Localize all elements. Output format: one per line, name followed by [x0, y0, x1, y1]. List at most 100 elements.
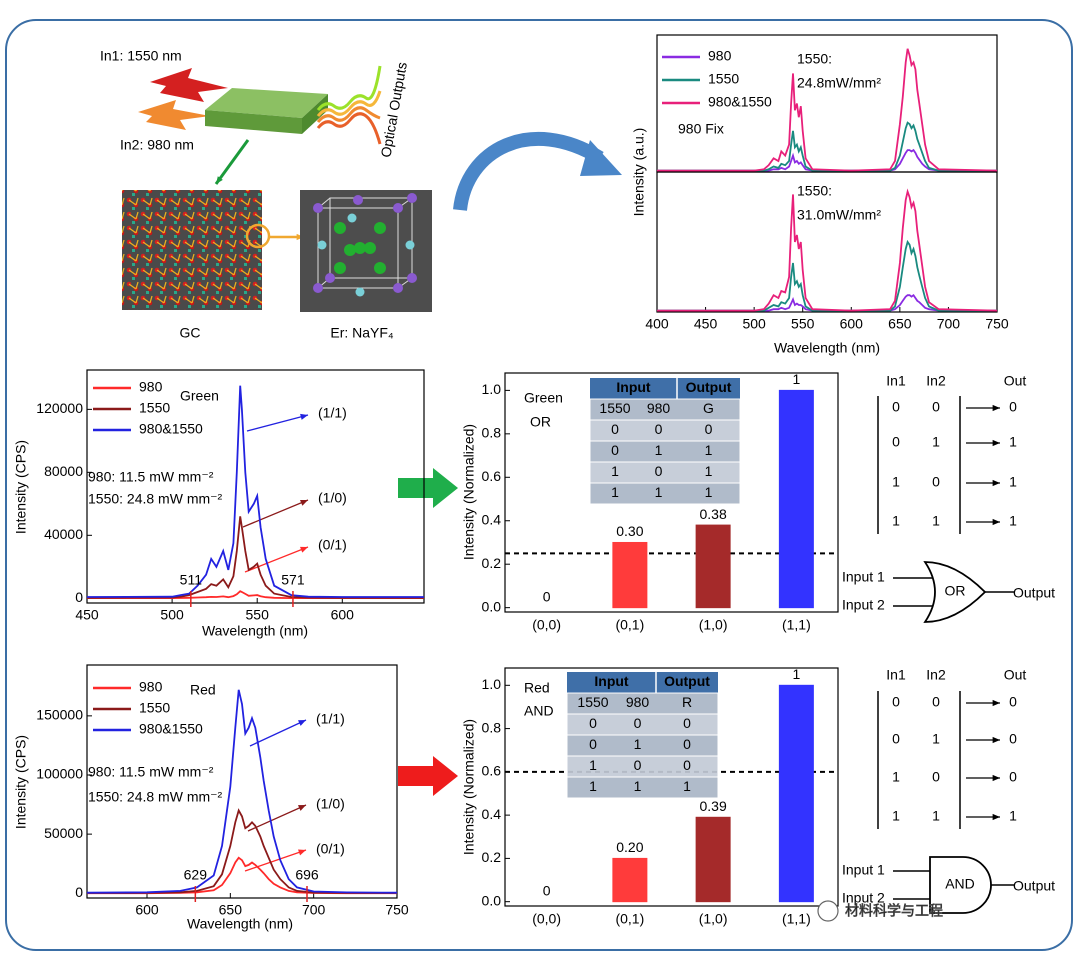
table-cell: 1 [655, 442, 663, 458]
x-tick-label: 700 [302, 902, 326, 918]
input-label: In2: 980 nm [120, 137, 194, 153]
table-cell: R [682, 694, 692, 710]
output-label: Optical Outputs [377, 61, 410, 159]
table-cell: 1 [589, 778, 597, 794]
bar [695, 524, 731, 609]
table-cell: 0 [611, 421, 619, 437]
truth-value: 1 [932, 434, 940, 450]
lightning-bolt [150, 68, 228, 102]
annotation: OR [530, 414, 551, 430]
annotation: (1/0) [316, 796, 345, 812]
table-cell: 1 [705, 463, 713, 479]
atom [347, 213, 357, 223]
arrow-head [992, 479, 1000, 487]
slab-side [302, 94, 328, 134]
x-tick-label: 500 [160, 607, 184, 623]
table-cell: 1 [611, 463, 619, 479]
truth-value: 0 [1009, 731, 1017, 747]
figure-border [5, 19, 1073, 951]
x-axis-label: Wavelength (nm) [187, 916, 293, 932]
atom [325, 273, 335, 283]
legend-label: 1550 [139, 400, 170, 416]
y-tick-label: 0 [75, 884, 83, 900]
arrow-head [216, 176, 223, 184]
gate-label: AND [945, 876, 975, 892]
truth-value: 0 [892, 731, 900, 747]
plot-frame [504, 667, 839, 907]
atom [317, 240, 327, 250]
table-cell: 0 [683, 736, 691, 752]
bar [612, 541, 648, 609]
x-tick-label: 500 [742, 316, 766, 332]
annotation: 31.0mW/mm² [797, 207, 881, 223]
plot-frame [504, 372, 839, 613]
table-cell: 980 [647, 400, 671, 416]
marker-label: 696 [295, 867, 319, 883]
arrow-head [992, 774, 1000, 782]
value-label: 0.20 [616, 839, 643, 855]
x-tick-label: 650 [219, 902, 243, 918]
lightning-bolt [138, 100, 210, 130]
y-tick-label: 0.4 [482, 806, 502, 822]
legend-label: 980 [139, 679, 163, 695]
table-cell: 1 [634, 736, 642, 752]
plot-frame [86, 664, 398, 899]
arrow-line [244, 546, 309, 573]
truth-value: 0 [932, 399, 940, 415]
atom [374, 222, 386, 234]
plot-frame [86, 369, 425, 604]
table-cell: G [703, 400, 714, 416]
slab-top [205, 88, 328, 118]
series-line [86, 808, 398, 894]
table-cell: 1 [705, 442, 713, 458]
y-tick-label: 100000 [36, 766, 83, 782]
x-tick-label: (1,1) [782, 911, 811, 927]
y-tick-label: 50000 [44, 825, 83, 841]
annotation: 1550: 24.8 mW mm⁻² [88, 789, 223, 805]
truth-value: 1 [932, 731, 940, 747]
x-tick-label: 450 [694, 316, 718, 332]
logic-gate [929, 856, 992, 914]
table-cell: 1550 [599, 400, 630, 416]
y-tick-label: 40000 [44, 526, 83, 542]
truth-value: 0 [932, 694, 940, 710]
legend-label: 980 [139, 379, 163, 395]
output-wave [316, 65, 382, 111]
annotation: 980 Fix [678, 121, 724, 137]
gate-input: Input 1 [842, 569, 885, 585]
bar [612, 857, 648, 903]
annotation: (1/1) [318, 405, 347, 421]
arrow-head [298, 720, 306, 726]
gate-input: Input 2 [842, 597, 885, 613]
atom [313, 203, 323, 213]
x-tick-label: 550 [791, 316, 815, 332]
x-tick-label: 600 [840, 316, 864, 332]
arrow-head [300, 413, 308, 420]
annotation: Red [190, 682, 216, 698]
table-cell: 1 [611, 484, 619, 500]
table-header-cell: Output [686, 379, 732, 395]
table-cell: 0 [683, 757, 691, 773]
bar [695, 816, 731, 903]
table-cell: 1 [634, 778, 642, 794]
x-tick-label: (1,1) [782, 617, 811, 633]
arrow-head [992, 699, 1000, 707]
arrow-line [214, 139, 250, 185]
x-tick-label: 600 [135, 902, 159, 918]
annotation: (0/1) [316, 841, 345, 857]
truth-value: 1 [892, 474, 900, 490]
y-axis-label: Intensity (Normalized) [461, 424, 477, 560]
marker-label: 629 [184, 867, 208, 883]
annotation: (0/1) [318, 537, 347, 553]
gate-output: Output [1013, 585, 1055, 601]
truth-value: 1 [892, 808, 900, 824]
table-cell: 0 [589, 736, 597, 752]
y-tick-label: 0.6 [482, 468, 502, 484]
sample-label: Er: NaYF₄ [330, 325, 394, 341]
x-tick-label: 700 [937, 316, 961, 332]
y-tick-label: 0.6 [482, 763, 502, 779]
series-line [657, 48, 998, 172]
truth-value: 0 [932, 769, 940, 785]
annotation: (1/1) [316, 711, 345, 727]
